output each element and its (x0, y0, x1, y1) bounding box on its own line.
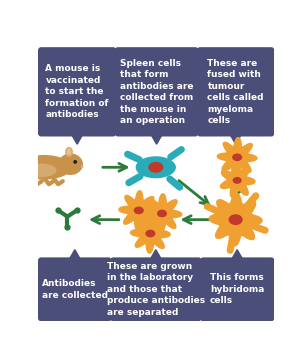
FancyBboxPatch shape (115, 47, 199, 136)
Ellipse shape (148, 162, 163, 173)
Ellipse shape (134, 206, 144, 214)
Ellipse shape (232, 153, 242, 161)
Ellipse shape (145, 230, 155, 238)
Ellipse shape (229, 214, 243, 225)
Polygon shape (231, 250, 244, 260)
Ellipse shape (67, 148, 71, 155)
Text: These are
fused with
tumour
cells called
myeloma
cells: These are fused with tumour cells called… (207, 59, 264, 125)
Ellipse shape (157, 210, 167, 217)
Polygon shape (119, 191, 159, 230)
Text: This forms
hybridoma
cells: This forms hybridoma cells (210, 273, 264, 305)
Ellipse shape (24, 164, 57, 177)
Text: These are grown
in the laboratory
and those that
produce antibodies
are separate: These are grown in the laboratory and th… (107, 262, 205, 317)
FancyBboxPatch shape (38, 47, 116, 136)
Polygon shape (209, 193, 262, 246)
Text: Spleen cells
that form
antibodies are
collected from
the mouse in
an operation: Spleen cells that form antibodies are co… (120, 59, 193, 125)
Ellipse shape (17, 155, 71, 180)
Polygon shape (220, 163, 255, 197)
Ellipse shape (65, 147, 73, 157)
Polygon shape (217, 138, 257, 177)
Polygon shape (150, 250, 162, 260)
FancyBboxPatch shape (200, 257, 275, 321)
Polygon shape (230, 134, 242, 144)
Polygon shape (69, 250, 81, 260)
Text: Antibodies
are collected: Antibodies are collected (42, 279, 108, 300)
Ellipse shape (58, 153, 83, 175)
Circle shape (73, 160, 77, 164)
FancyBboxPatch shape (197, 47, 275, 136)
Polygon shape (150, 134, 163, 144)
Ellipse shape (233, 177, 242, 184)
Polygon shape (142, 194, 182, 233)
Ellipse shape (136, 156, 176, 178)
FancyBboxPatch shape (110, 257, 202, 321)
Polygon shape (71, 134, 83, 144)
Polygon shape (130, 214, 170, 253)
FancyBboxPatch shape (38, 257, 112, 321)
Text: A mouse is
vaccinated
to start the
formation of
antibodies: A mouse is vaccinated to start the forma… (45, 64, 109, 119)
Circle shape (81, 165, 84, 168)
